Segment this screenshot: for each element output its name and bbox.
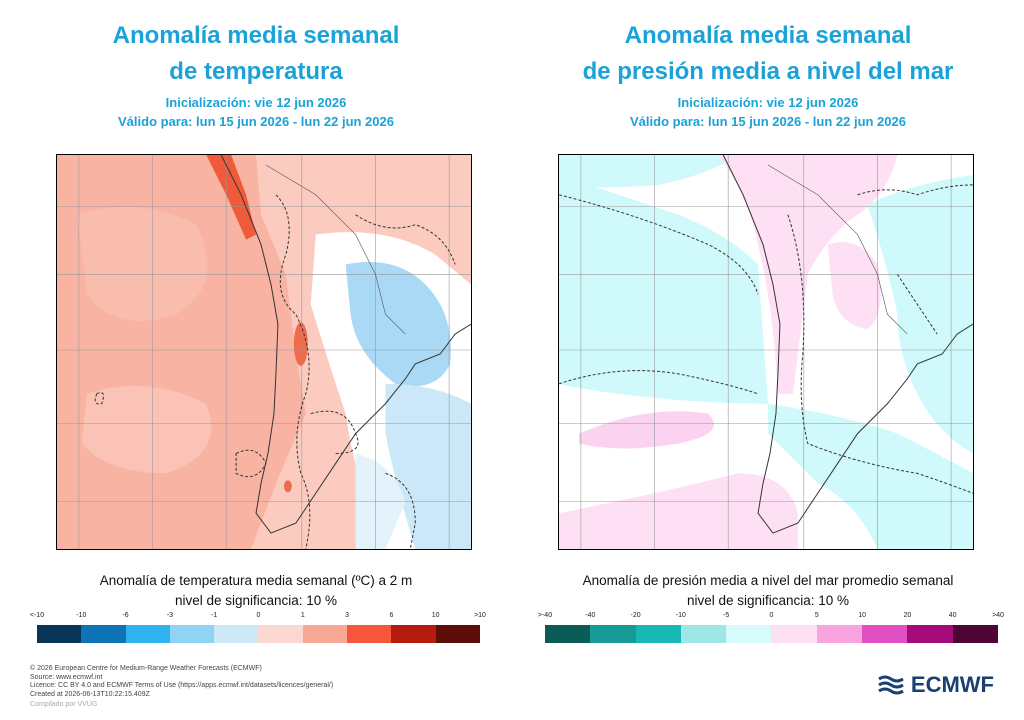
pressure-legend-swatch [771,625,817,643]
temperature-legend-swatch [125,625,170,643]
pressure-init-date: Inicialización: vie 12 jun 2026 [677,95,859,110]
pressure-legend-tick: -20 [630,612,641,619]
pressure-legend-tick: 0 [769,612,774,619]
temperature-legend-swatch [302,625,348,643]
pressure-valid-range: Válido para: lun 15 jun 2026 - lun 22 ju… [630,114,906,129]
compiled-credit: Compilado por VVUG [30,701,98,708]
pressure-legend-tick: >-40 [537,612,553,619]
temperature-legend-swatch [214,625,259,643]
pressure-legend-tick: -40 [585,612,596,619]
temperature-significance: nivel de significancia: 10 % [174,593,338,608]
temperature-legend-tick: >10 [474,612,486,619]
pressure-anomaly-map [558,154,974,550]
pressure-legend-swatch [952,625,998,643]
temperature-legend-ticks: <-10 -10 -6 -3 -1 0 1 3 6 10 >10 [30,612,486,624]
temperature-legend-tick: 6 [389,612,394,619]
temperature-anomaly-map [56,154,472,550]
pressure-legend-swatch [907,625,953,643]
pressure-legend-ticks: >-40 -40 -20 -10 -5 0 5 10 20 40 >40 [538,612,1004,624]
pressure-legend-swatch [726,625,772,643]
temperature-legend-tick: -6 [122,612,129,619]
pressure-legend-swatch [816,625,863,643]
temperature-legend-swatch [169,625,215,643]
pressure-legend-tick: -10 [675,612,686,619]
ecmwf-logo-icon [878,675,904,695]
temperature-legend-tick: 1 [300,612,305,619]
licence-line: Licence: CC BY 4.0 and ECMWF Terms of Us… [30,682,334,689]
temperature-legend-tick: -3 [166,612,174,619]
temperature-legend-swatch [258,625,303,643]
pressure-title-line1: Anomalía media semanal [624,22,912,49]
copyright-footer: © 2026 European Centre for Medium-Range … [30,665,333,710]
pressure-panel: Anomalía media semanal de presión media … [512,0,1024,660]
temperature-legend-swatch [347,625,392,643]
temperature-legend-tick: 3 [345,612,350,619]
ecmwf-logo-text: ECMWF [910,672,994,697]
pressure-legend-tick: -5 [723,612,730,619]
pressure-title-line2: de presión media a nivel del mar [582,58,954,85]
ecmwf-logo: ECMWF [877,672,994,698]
temperature-legend-swatch [391,625,436,643]
temperature-legend-tick: 0 [256,612,261,619]
pressure-legend-swatch [680,625,727,643]
temperature-color-legend [37,625,480,643]
pressure-color-legend [545,625,998,643]
temperature-title-line1: Anomalía media semanal [112,22,400,49]
pressure-legend-swatch [545,625,591,643]
temperature-panel: Anomalía media semanal de temperatura In… [0,0,512,660]
temperature-caption: Anomalía de temperatura media semanal (º… [99,573,413,588]
temperature-legend-tick: <-10 [29,612,45,619]
copyright-line: © 2026 European Centre for Medium-Range … [30,665,262,672]
source-line: Source: www.ecmwf.int [30,673,103,681]
pressure-caption: Anomalía de presión media a nivel del ma… [582,573,954,588]
temperature-legend-tick: 10 [431,612,440,619]
temperature-legend-tick: -10 [76,612,87,619]
pressure-legend-swatch [862,625,908,643]
pressure-legend-tick: 40 [948,612,957,619]
pressure-legend-tick: 10 [858,612,866,619]
pressure-significance: nivel de significancia: 10 % [686,593,850,608]
temperature-title-line2: de temperatura [169,58,343,85]
created-line: Created at 2026-06-13T10:22:15.409Z [30,690,150,698]
temperature-legend-tick: -1 [211,612,218,619]
temperature-legend-swatch [37,625,82,643]
temperature-valid-range: Válido para: lun 15 jun 2026 - lun 22 ju… [118,114,394,129]
pressure-legend-swatch [590,625,636,643]
pressure-legend-tick: 20 [903,612,912,619]
temperature-legend-swatch [435,625,480,643]
temperature-legend-swatch [81,625,126,643]
pressure-legend-swatch [635,625,681,643]
pressure-legend-tick: >40 [992,612,1004,619]
pressure-legend-tick: 5 [814,612,819,619]
temperature-init-date: Inicialización: vie 12 jun 2026 [165,95,347,110]
